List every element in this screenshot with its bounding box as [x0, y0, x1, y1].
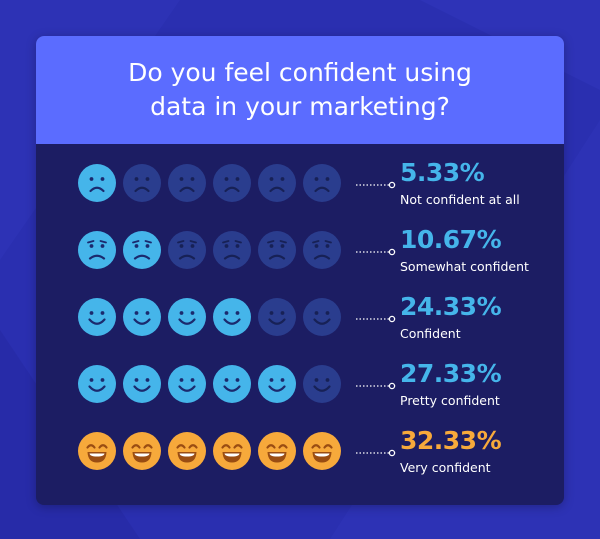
percent-value: 10.67% [400, 225, 502, 254]
response-row: 10.67% Somewhat confident [36, 221, 564, 281]
face-icons [77, 230, 342, 270]
leader-connector [356, 449, 396, 457]
face-icons [77, 431, 342, 471]
percent-value: 27.33% [400, 359, 502, 388]
smile-face-icon [303, 365, 341, 403]
smile-face-icon [258, 298, 296, 336]
frown-face-icon [258, 231, 296, 269]
smile-face-icon [123, 365, 161, 403]
leader-connector [356, 248, 396, 256]
percent-value: 32.33% [400, 426, 502, 455]
response-label: Very confident [400, 460, 491, 475]
frown-face-icon [303, 231, 341, 269]
frown-face-icon [78, 231, 116, 269]
leader-connector [356, 181, 396, 189]
smile-face-icon [78, 365, 116, 403]
face-icons [77, 163, 342, 203]
grin-face-icon [213, 432, 251, 470]
response-row: 27.33% Pretty confident [36, 355, 564, 415]
card-header: Do you feel confident using data in your… [36, 36, 564, 144]
frown-face-icon [168, 231, 206, 269]
response-label: Pretty confident [400, 393, 500, 408]
sad-face-icon [213, 164, 251, 202]
response-label: Not confident at all [400, 192, 520, 207]
smile-face-icon [168, 298, 206, 336]
grin-face-icon [123, 432, 161, 470]
smile-face-icon [123, 298, 161, 336]
grin-face-icon [78, 432, 116, 470]
sad-face-icon [303, 164, 341, 202]
sad-face-icon [258, 164, 296, 202]
smile-face-icon [303, 298, 341, 336]
sad-face-icon [168, 164, 206, 202]
grin-face-icon [258, 432, 296, 470]
response-row: 24.33% Confident [36, 288, 564, 348]
chart-title: Do you feel confident using data in your… [128, 58, 472, 121]
sad-face-icon [123, 164, 161, 202]
percent-value: 5.33% [400, 158, 485, 187]
frown-face-icon [213, 231, 251, 269]
response-label: Somewhat confident [400, 259, 529, 274]
sad-face-icon [78, 164, 116, 202]
leader-connector [356, 382, 396, 390]
grin-face-icon [168, 432, 206, 470]
survey-card: Do you feel confident using data in your… [36, 36, 564, 505]
smile-face-icon [213, 365, 251, 403]
smile-face-icon [258, 365, 296, 403]
smile-face-icon [78, 298, 116, 336]
grin-face-icon [303, 432, 341, 470]
response-row: 32.33% Very confident [36, 422, 564, 482]
face-icons [77, 297, 342, 337]
response-label: Confident [400, 326, 461, 341]
face-icons [77, 364, 342, 404]
response-row: 5.33% Not confident at all [36, 154, 564, 214]
percent-value: 24.33% [400, 292, 502, 321]
leader-connector [356, 315, 396, 323]
frown-face-icon [123, 231, 161, 269]
smile-face-icon [213, 298, 251, 336]
smile-face-icon [168, 365, 206, 403]
